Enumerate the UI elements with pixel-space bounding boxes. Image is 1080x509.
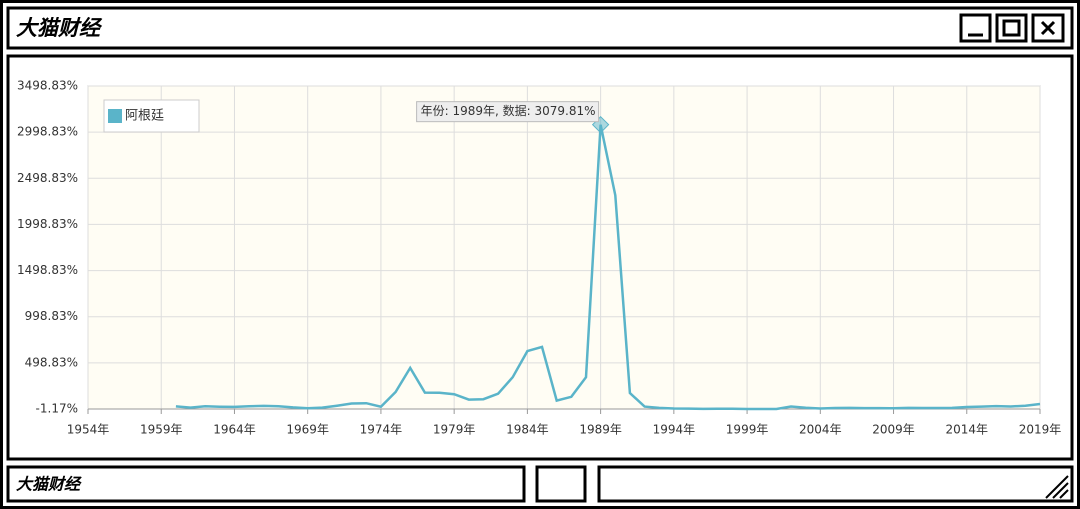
resize-grip — [1045, 475, 1069, 499]
x-tick-label: 2004年 — [799, 423, 842, 437]
maximize-icon — [1002, 19, 1021, 37]
x-tick-label: 2009年 — [872, 423, 915, 437]
y-tick-label: 998.83% — [25, 309, 78, 323]
y-tick-label: 3498.83% — [17, 79, 78, 93]
footer-left — [6, 465, 526, 503]
x-tick-label: 1964年 — [213, 423, 256, 437]
y-tick-label: 2998.83% — [17, 125, 78, 139]
x-tick-label: 1979年 — [433, 423, 476, 437]
x-tick-label: 1984年 — [506, 423, 549, 437]
y-tick-label: 1498.83% — [17, 263, 78, 277]
x-tick-label: 1999年 — [726, 423, 769, 437]
legend-label: 阿根廷 — [125, 109, 164, 124]
x-tick-label: 2014年 — [945, 423, 988, 437]
window-buttons[interactable] — [959, 13, 1065, 43]
minimize-button[interactable] — [959, 13, 992, 43]
x-tick-label: 2019年 — [1019, 423, 1062, 437]
y-tick-label: -1.17% — [36, 402, 78, 416]
x-tick-label: 1989年 — [579, 423, 622, 437]
maximize-button[interactable] — [995, 13, 1028, 43]
close-icon — [1040, 20, 1056, 36]
tooltip: 年份: 1989年, 数据: 3079.81% — [421, 103, 596, 118]
x-tick-label: 1959年 — [140, 423, 183, 437]
x-tick-label: 1969年 — [286, 423, 329, 437]
footer-title: 大猫财经 — [16, 475, 82, 494]
plot-area — [87, 85, 1041, 410]
footer-right — [597, 465, 1074, 503]
x-tick-label: 1994年 — [653, 423, 696, 437]
x-tick-label: 1974年 — [360, 423, 403, 437]
title-bar — [6, 6, 1074, 50]
y-tick-label: 1998.83% — [17, 217, 78, 231]
tooltip-box — [416, 101, 600, 123]
legend-swatch — [108, 109, 122, 123]
x-tick-label: 1954年 — [67, 423, 110, 437]
y-tick-label: 498.83% — [25, 355, 78, 369]
window-title: 大猫财经 — [16, 16, 103, 40]
series-line — [175, 124, 1041, 411]
y-tick-label: 2498.83% — [17, 171, 78, 185]
footer-middle — [535, 465, 587, 503]
chart: -1.17% 498.83% 998.83% 1498.83% 1998.83% 2498… — [17, 79, 1061, 437]
